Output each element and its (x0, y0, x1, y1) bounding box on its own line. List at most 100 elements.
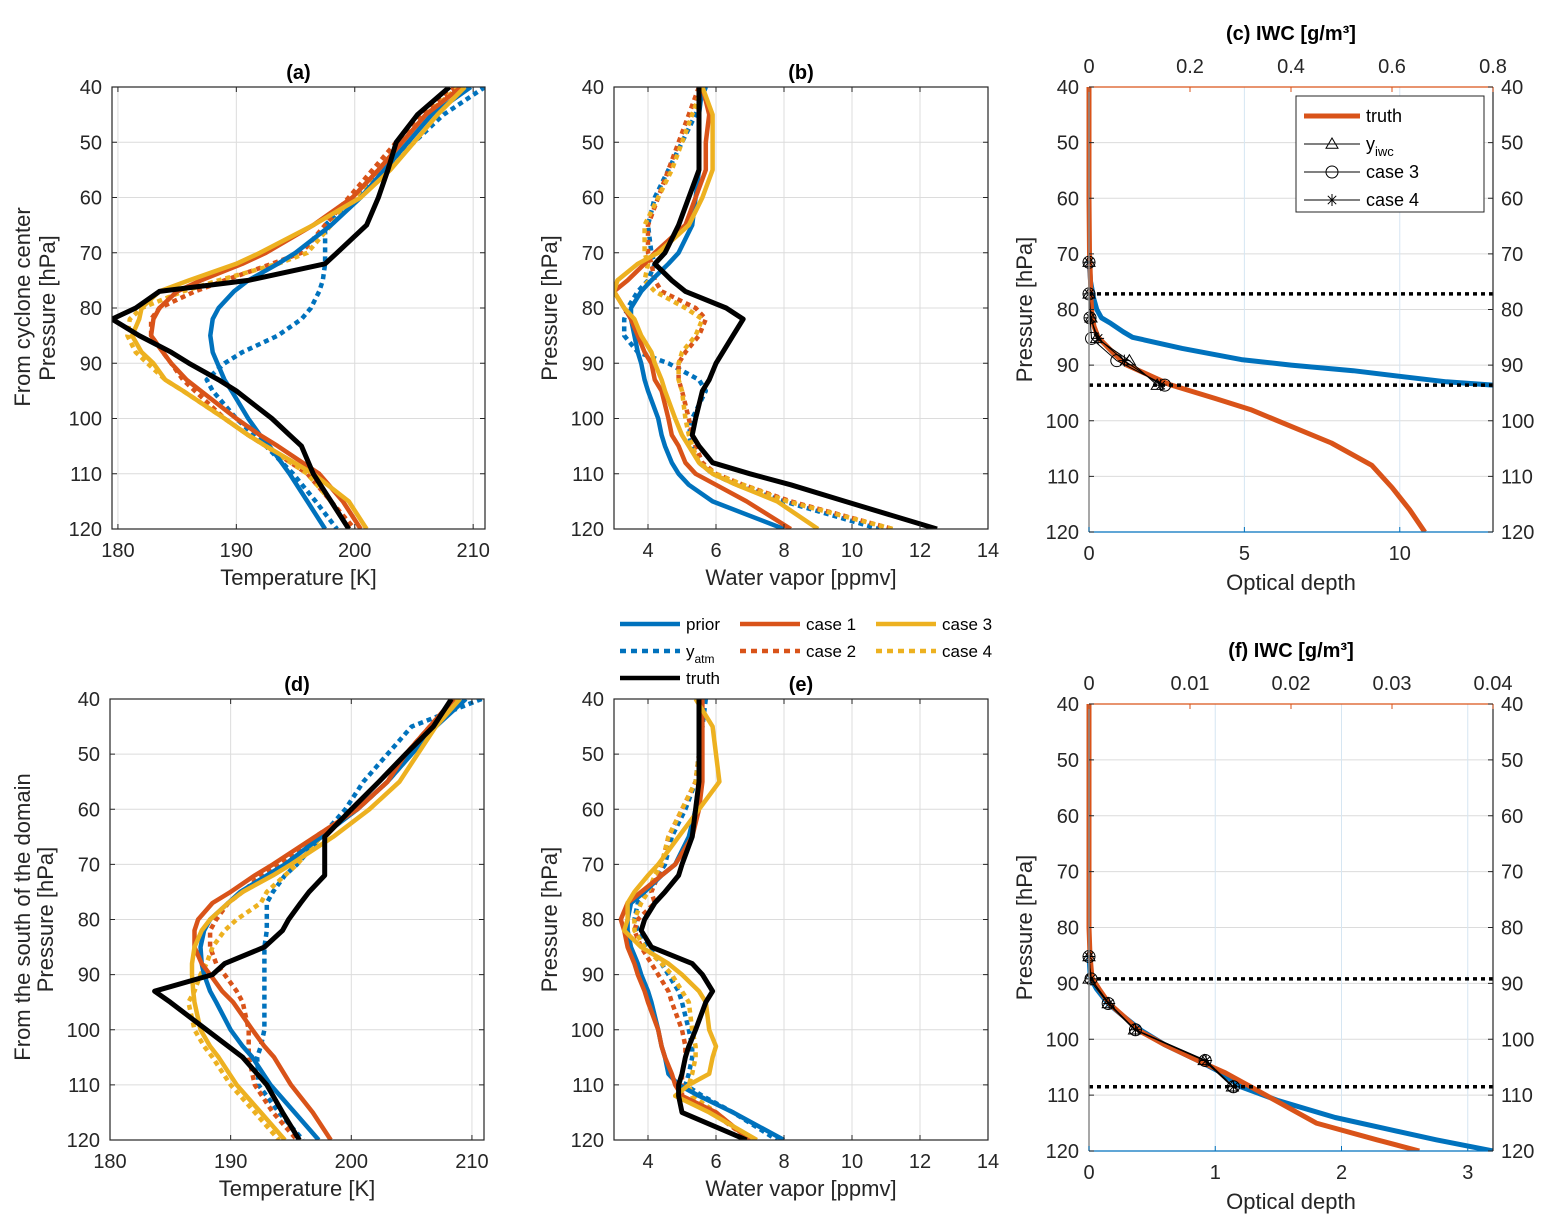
y-right-tick-label: 50 (1501, 133, 1523, 155)
x-axis-label: Temperature [K] (219, 1176, 376, 1201)
panel-title: (e) (789, 674, 813, 696)
y-axis-label: Pressure [hPa] (1012, 855, 1037, 1001)
y-tick-label: 120 (1046, 1141, 1079, 1163)
x-tick-label: 8 (778, 1151, 789, 1173)
series-line-optical-depth-prior (1086, 259, 1494, 388)
y-tick-label: 70 (1057, 244, 1079, 266)
y-right-tick-label: 40 (1501, 77, 1523, 99)
y-tick-label: 40 (78, 689, 100, 711)
y-right-tick-label: 90 (1501, 355, 1523, 377)
x-tick-label: 3 (1462, 1162, 1473, 1184)
x2-tick-label: 0 (1083, 673, 1094, 695)
x-tick-label: 180 (101, 540, 134, 562)
x-tick-label: 0 (1083, 1162, 1094, 1184)
x-tick-label: 4 (642, 1151, 653, 1173)
y-tick-label: 40 (582, 77, 604, 99)
y-right-tick-label: 110 (1501, 1085, 1533, 1107)
y-tick-label: 80 (78, 910, 100, 932)
series-line-y-atm (621, 87, 880, 529)
x2-tick-label: 0.6 (1378, 56, 1406, 78)
y-tick-label: 80 (1057, 918, 1079, 940)
y-right-tick-label: 120 (1501, 1141, 1534, 1163)
triangle-marker (1325, 137, 1339, 149)
x-tick-label: 10 (841, 540, 863, 562)
x2-tick-label: 0.04 (1474, 673, 1513, 695)
x-axis-label: Temperature [K] (220, 565, 377, 590)
series-line-case-4 (642, 87, 894, 529)
y-right-tick-label: 80 (1501, 300, 1523, 322)
legend-subscript: atm (695, 652, 715, 666)
series-line-y-atm (632, 699, 779, 1140)
y-tick-label: 40 (1057, 77, 1079, 99)
series-line-case-3 (189, 699, 462, 1140)
x-tick-label: 14 (977, 540, 999, 562)
y-right-tick-label: 90 (1501, 973, 1523, 995)
y-tick-label: 100 (69, 409, 102, 431)
y-axis-label: Pressure [hPa] (33, 847, 58, 993)
y-tick-label: 100 (67, 1020, 100, 1042)
legend-label-prior: prior (686, 615, 720, 634)
x-axis-label: Water vapor [ppmv] (705, 1176, 896, 1201)
x-tick-label: 12 (909, 540, 931, 562)
y-tick-label: 40 (80, 77, 102, 99)
y-tick-label: 80 (582, 298, 604, 320)
series-group (152, 699, 483, 1140)
series-group (112, 87, 485, 529)
panel-title: (a) (286, 62, 310, 84)
legend-label-truth: truth (686, 669, 720, 688)
y-right-tick-label: 60 (1501, 188, 1523, 210)
y-tick-label: 40 (1057, 694, 1079, 716)
y-tick-label: 100 (571, 409, 604, 431)
y-right-tick-label: 50 (1501, 750, 1523, 772)
y-tick-label: 60 (582, 799, 604, 821)
y-tick-label: 50 (582, 132, 604, 154)
y-tick-label: 110 (572, 1075, 604, 1097)
panel-a: 180 190 200 210 40 50 60 70 80 90 100 110 120 (a) Temp… (35, 62, 490, 590)
x-axis-label: Optical depth (1226, 570, 1356, 595)
x2-tick-label: 0 (1083, 56, 1094, 78)
x2-tick-label: 0.01 (1171, 673, 1210, 695)
y-tick-label: 50 (1057, 133, 1079, 155)
y-right-tick-label: 100 (1501, 1029, 1534, 1051)
y-tick-label: 70 (582, 243, 604, 265)
x-tick-label: 200 (335, 1151, 368, 1173)
y-tick-label: 50 (78, 744, 100, 766)
triangle-marker (1122, 353, 1137, 366)
x2-tick-label: 0.2 (1176, 56, 1204, 78)
star-marker (1154, 379, 1167, 392)
series-line-truth (638, 699, 748, 1140)
legend-label-case4: case 4 (1366, 190, 1419, 210)
panel-d: 180 190 200 210 40 50 60 70 80 90 100 110 120 (d) Temp… (33, 674, 489, 1201)
y-tick-label: 50 (80, 132, 102, 154)
y-tick-label: 80 (80, 298, 102, 320)
series-line-y-atm (254, 699, 483, 1140)
y-right-tick-label: 70 (1501, 862, 1523, 884)
star-marker (1092, 332, 1105, 345)
y-tick-label: 60 (78, 799, 100, 821)
star-marker (1103, 997, 1116, 1010)
y-tick-label: 90 (1057, 355, 1079, 377)
triangle-marker (1084, 310, 1098, 323)
y-tick-label: 120 (571, 1130, 604, 1152)
y-tick-label: 90 (80, 353, 102, 375)
x-tick-label: 0 (1083, 543, 1094, 565)
x2-tick-label: 0.8 (1479, 56, 1507, 78)
y-tick-label: 110 (68, 1075, 100, 1097)
triangle-marker (1101, 996, 1116, 1009)
series-line-case-1 (148, 87, 463, 529)
shared-legend: prior yatm truth case 1 case 2 case 3 case 4 (620, 615, 992, 688)
panel-title: (d) (284, 674, 310, 696)
y-tick-label: 50 (582, 744, 604, 766)
star-marker (1084, 311, 1097, 324)
row-label-bottom: From the south of the domain (10, 773, 35, 1060)
series-line-truth (652, 87, 938, 529)
x-tick-label: 5 (1239, 543, 1250, 565)
y-axis-label: Pressure [hPa] (537, 235, 562, 381)
y-tick-label: 60 (80, 188, 102, 210)
series-line-case-1 (614, 87, 792, 529)
x2-tick-label: 0.03 (1373, 673, 1412, 695)
x-tick-label: 12 (909, 1151, 931, 1173)
